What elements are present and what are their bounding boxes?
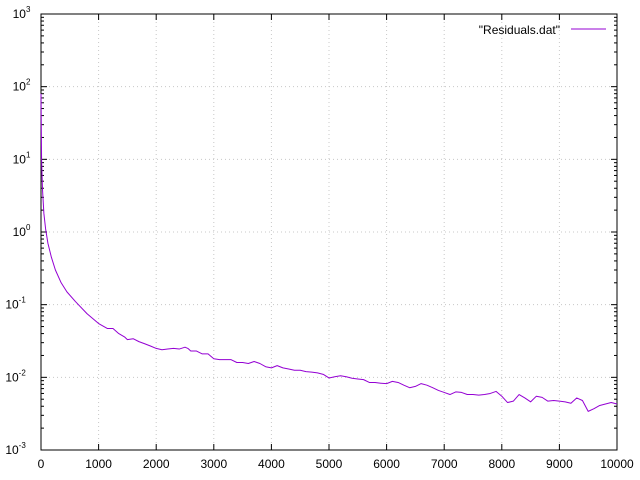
x-tick-label: 0 xyxy=(38,457,45,471)
x-tick-label: 7000 xyxy=(431,457,458,471)
x-tick-label: 9000 xyxy=(546,457,573,471)
x-tick-label: 1000 xyxy=(85,457,112,471)
x-tick-labels: 0 1000 2000 3000 4000 5000 6000 7000 8000 9000 100… xyxy=(38,457,634,471)
legend: "Residuals.dat" xyxy=(479,23,606,37)
series-line-residuals xyxy=(40,93,618,412)
x-tick-label: 10000 xyxy=(600,457,634,471)
y-tick-label: 100 xyxy=(13,223,31,239)
y-tick-label: 10-2 xyxy=(5,368,26,384)
y-tick-label: 10-1 xyxy=(5,296,26,312)
y-tick-label: 103 xyxy=(13,5,31,21)
y-tick-label: 102 xyxy=(13,78,31,94)
y-tick-labels: 10-3 10-2 10-1 100 101 102 103 xyxy=(5,5,31,457)
axis-ticks xyxy=(40,13,618,451)
x-tick-label: 5000 xyxy=(316,457,343,471)
x-tick-label: 8000 xyxy=(488,457,515,471)
x-tick-label: 3000 xyxy=(200,457,227,471)
x-tick-label: 2000 xyxy=(143,457,170,471)
y-tick-label: 10-3 xyxy=(5,441,26,457)
grid-lines xyxy=(41,14,617,450)
series-layer xyxy=(40,93,618,412)
x-tick-label: 4000 xyxy=(258,457,285,471)
x-tick-label: 6000 xyxy=(373,457,400,471)
y-tick-label: 101 xyxy=(13,150,31,166)
legend-label: "Residuals.dat" xyxy=(479,23,560,37)
